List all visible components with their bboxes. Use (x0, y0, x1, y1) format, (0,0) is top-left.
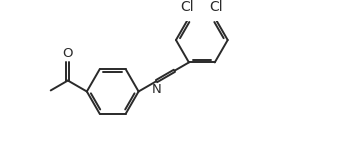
Text: N: N (152, 83, 161, 96)
Text: Cl: Cl (180, 0, 194, 14)
Text: Cl: Cl (210, 0, 223, 14)
Text: O: O (63, 47, 73, 60)
